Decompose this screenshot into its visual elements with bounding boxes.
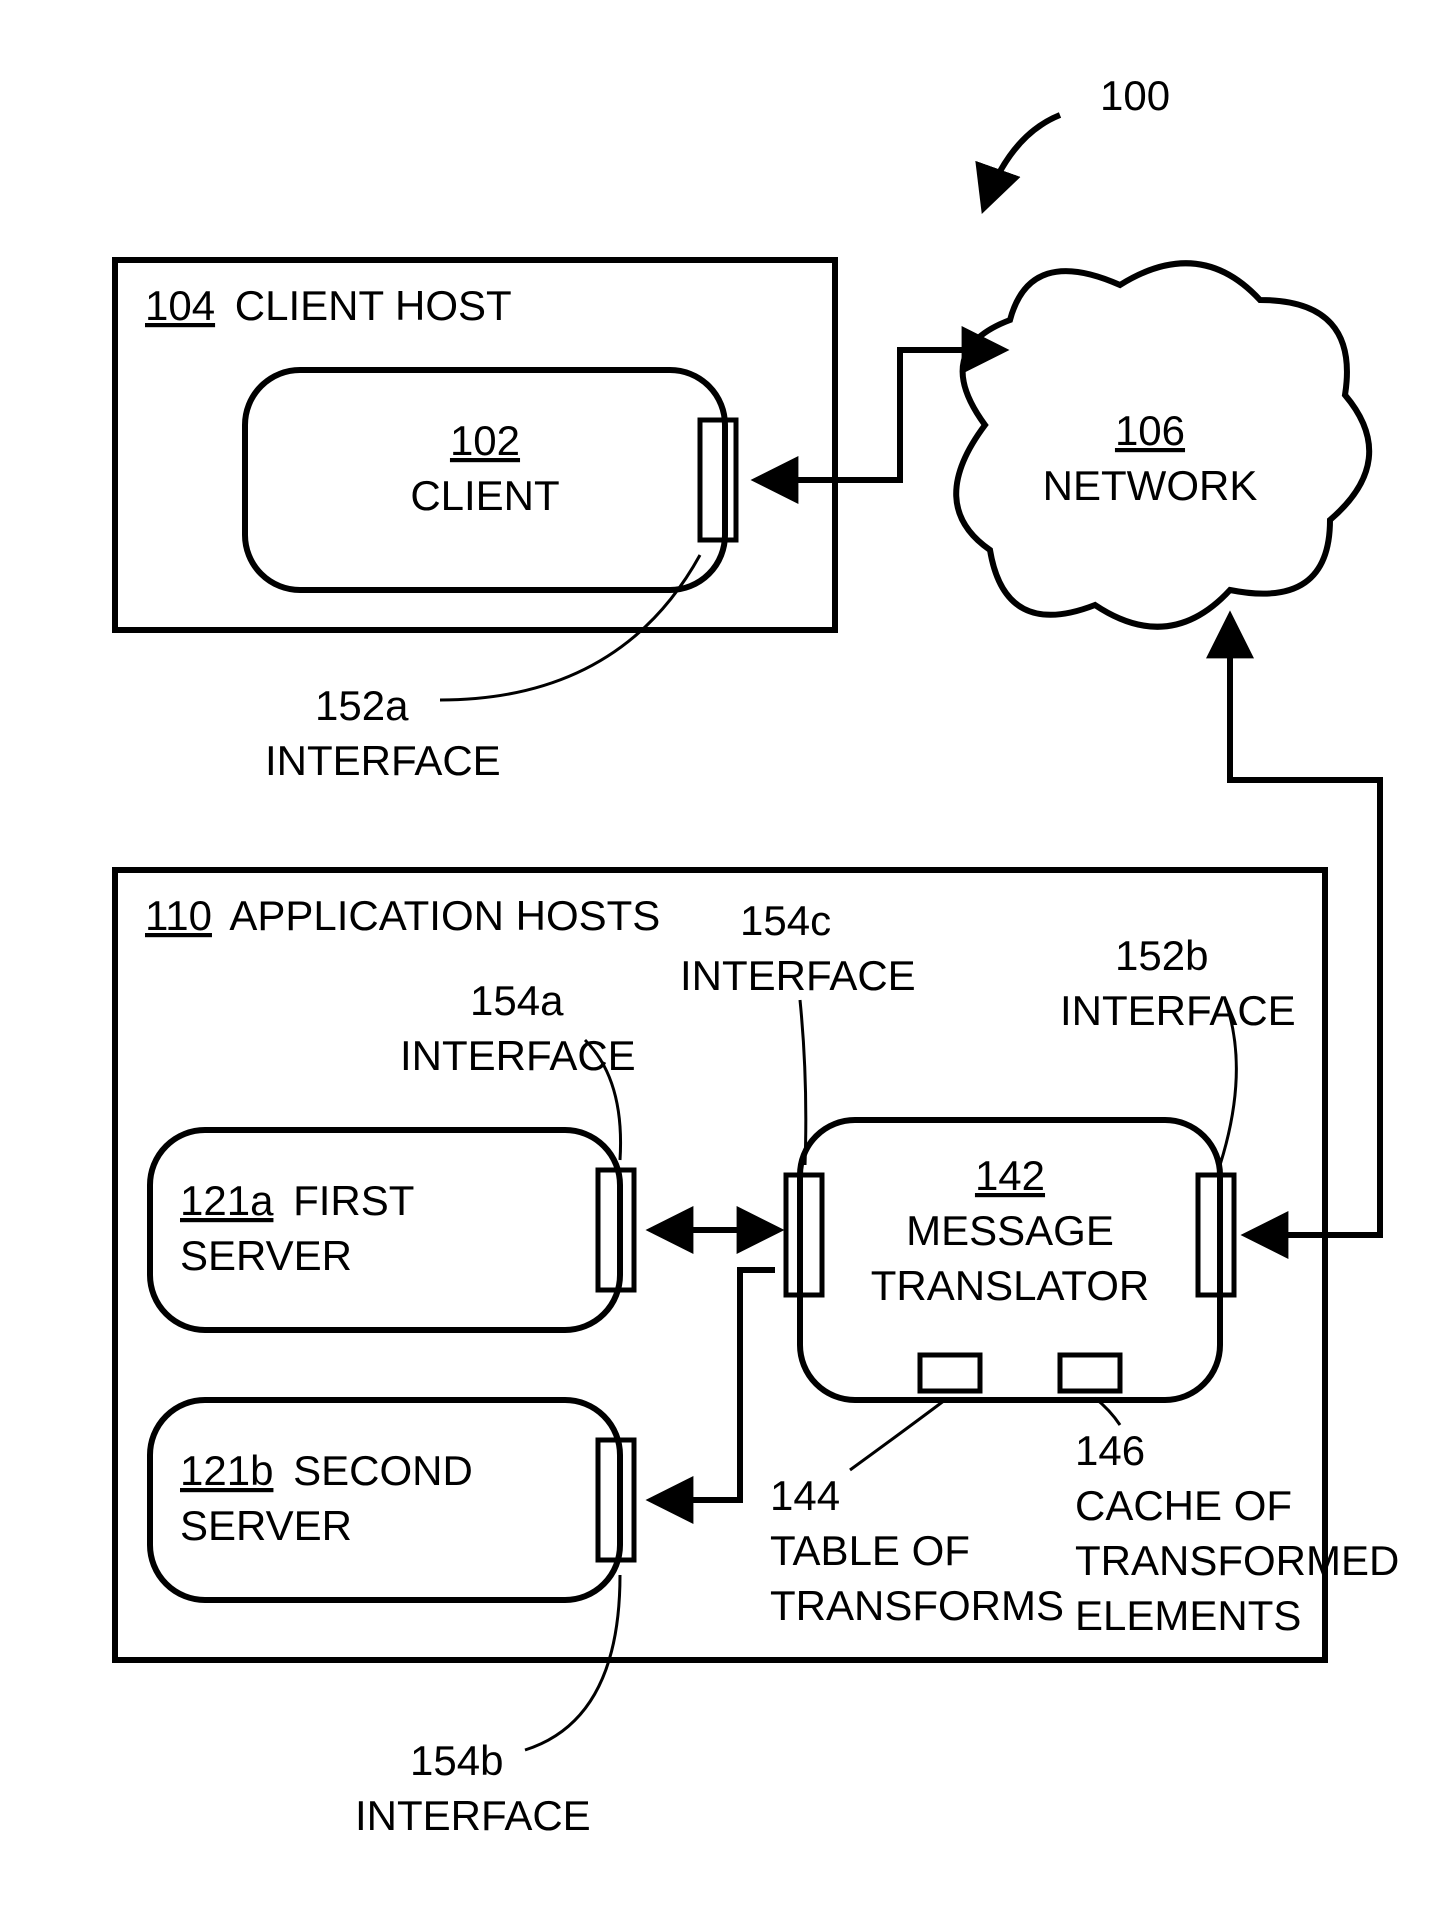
callout-144-l1: TABLE OF [770,1527,970,1574]
second-server-l2: SERVER [180,1502,352,1549]
second-server-iface-tab [598,1440,634,1560]
client-node: 102 CLIENT [245,370,736,590]
first-server-l1: FIRST [293,1177,414,1224]
app-hosts-ref: 110 [145,892,212,939]
callout-146-l3: ELEMENTS [1075,1592,1301,1639]
callout-152b-label: INTERFACE [1060,987,1296,1034]
callout-154c-label: INTERFACE [680,952,916,999]
second-server-ref: 121b [180,1447,273,1494]
callout-154b-label: INTERFACE [355,1792,591,1839]
network-label: NETWORK [1043,462,1258,509]
client-host-ref: 104 [145,282,215,329]
callout-154a-ref: 154a [470,977,564,1024]
callout-144-ref: 144 [770,1472,840,1519]
callout-154b: 154b INTERFACE [355,1575,620,1839]
callout-152a-ref: 152a [315,682,409,729]
callout-152a-label: INTERFACE [265,737,501,784]
svg-text:104 CLIENT HOST: 104 CLIENT HOST [145,282,512,329]
client-label: CLIENT [410,472,559,519]
translator-l1: MESSAGE [906,1207,1114,1254]
translator-l2: TRANSLATOR [871,1262,1150,1309]
callout-146-ref: 146 [1075,1427,1145,1474]
diagram-canvas: 100 104 CLIENT HOST 102 CLIENT 152a INTE… [0,0,1430,1906]
first-server-iface-tab [598,1170,634,1290]
second-server-node: 121b SECOND SERVER [150,1400,634,1600]
figure-ref-num: 100 [1100,72,1170,119]
svg-text:121b SECOND: 121b SECOND [180,1447,473,1494]
first-server-ref: 121a [180,1177,274,1224]
connector-secondserver-translator [655,1270,775,1500]
translator-right-iface-tab [1198,1175,1234,1295]
svg-text:110 APPLICATION HOSTS: 110 APPLICATION HOSTS [145,892,660,939]
svg-text:121a FIRST: 121a FIRST [180,1177,414,1224]
first-server-node: 121a FIRST SERVER [150,1130,634,1330]
callout-152b-ref: 152b [1115,932,1208,979]
callout-144: 144 TABLE OF TRANSFORMS [770,1400,1064,1629]
translator-transforms-tab [920,1355,980,1391]
translator-ref: 142 [975,1152,1045,1199]
network-cloud: 106 NETWORK [956,263,1369,626]
callout-152b: 152b INTERFACE [1060,932,1296,1165]
translator-node: 142 MESSAGE TRANSLATOR [786,1120,1234,1400]
callout-154a-label: INTERFACE [400,1032,636,1079]
network-ref: 106 [1115,407,1185,454]
app-hosts-title: APPLICATION HOSTS [229,892,660,939]
translator-left-iface-tab [786,1175,822,1295]
callout-154c: 154c INTERFACE [680,897,916,1165]
callout-146-l1: CACHE OF [1075,1482,1292,1529]
figure-ref: 100 [985,72,1170,205]
first-server-l2: SERVER [180,1232,352,1279]
callout-154b-ref: 154b [410,1737,503,1784]
callout-146: 146 CACHE OF TRANSFORMED ELEMENTS [1075,1398,1399,1639]
callout-144-l2: TRANSFORMS [770,1582,1064,1629]
client-interface-tab [700,420,736,540]
client-ref: 102 [450,417,520,464]
client-host-box: 104 CLIENT HOST 102 CLIENT [115,260,835,630]
client-host-title: CLIENT HOST [235,282,512,329]
callout-146-l2: TRANSFORMED [1075,1537,1399,1584]
second-server-l1: SECOND [293,1447,473,1494]
callout-154c-ref: 154c [740,897,831,944]
connector-translator-network [1230,620,1380,1235]
translator-cache-tab [1060,1355,1120,1391]
